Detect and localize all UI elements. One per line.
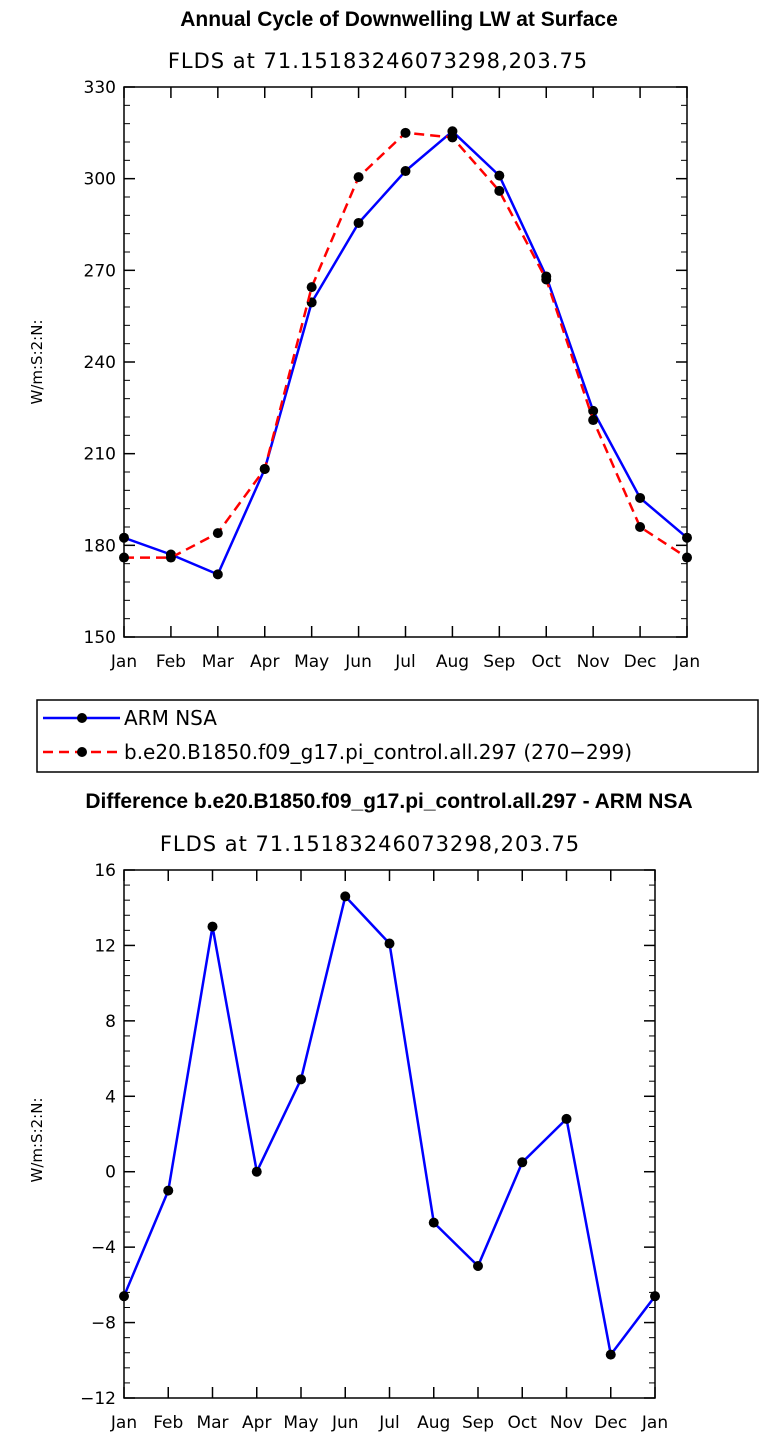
bottom-ytick-label: 12 — [94, 936, 116, 956]
bottom-series-0-point — [473, 1261, 483, 1271]
top-series-0-point — [635, 492, 646, 503]
top-series-0-point — [119, 532, 129, 543]
top-series-1-point — [165, 552, 176, 563]
top-series-1-point — [212, 528, 223, 539]
bottom-series-0-point — [428, 1217, 439, 1228]
top-ytick-label: 180 — [84, 536, 116, 556]
top-chart-ylabel: W/m:S:2:N: — [28, 320, 46, 405]
bottom-xtick-label: Dec — [594, 1413, 627, 1433]
bottom-xtick-label: Jul — [378, 1413, 400, 1433]
bottom-ytick-label: −8 — [91, 1314, 116, 1334]
bottom-xtick-label: Feb — [153, 1413, 183, 1433]
top-series-1-point — [400, 127, 411, 138]
top-series-0-point — [588, 405, 599, 416]
bottom-series-0-point — [296, 1074, 306, 1085]
legend-marker-model — [77, 747, 87, 757]
bottom-series-0-point — [384, 938, 395, 949]
bottom-xtick-label: Nov — [550, 1413, 583, 1433]
top-ytick-label: 270 — [84, 261, 116, 281]
bottom-series-0-point — [119, 1291, 129, 1302]
bottom-series-line-0 — [122, 895, 656, 1356]
bottom-series-0-point — [561, 1113, 572, 1124]
bottom-series-0-point — [207, 921, 218, 932]
bottom-ytick-label: −12 — [80, 1389, 116, 1409]
top-series-1-point — [119, 552, 129, 563]
bottom-xtick-label: Jun — [331, 1413, 359, 1433]
bottom-ytick-label: 8 — [105, 1012, 116, 1032]
top-xtick-label: Jul — [394, 652, 416, 672]
top-series-1-point — [353, 172, 364, 183]
bottom-chart-subtitle: FLDS at 71.15183246073298,203.75 — [160, 832, 580, 856]
top-series-0-point — [212, 569, 223, 580]
top-xtick-label: Feb — [156, 652, 186, 672]
top-xtick-label: Nov — [577, 652, 610, 672]
bottom-series-0-point — [650, 1291, 660, 1302]
bottom-ytick-label: 4 — [105, 1087, 116, 1107]
top-xtick-label: Mar — [202, 652, 234, 672]
bottom-xtick-label: Jan — [641, 1413, 668, 1433]
bottom-series-0-point — [605, 1349, 616, 1360]
bottom-series-0-point — [251, 1166, 262, 1177]
top-chart-title: Annual Cycle of Downwelling LW at Surfac… — [180, 8, 618, 31]
top-series-line-0 — [123, 130, 688, 576]
top-ytick-label: 240 — [84, 353, 116, 373]
top-series-1-point — [494, 185, 505, 196]
legend: ARM NSA b.e20.B1850.f09_g17.pi_control.a… — [36, 699, 759, 773]
bottom-xtick-label: May — [283, 1413, 318, 1433]
bottom-xtick-label: Mar — [196, 1413, 228, 1433]
top-series-1-point — [259, 463, 270, 474]
top-series-line-1 — [124, 131, 688, 559]
bottom-chart-title: Difference b.e20.B1850.f09_g17.pi_contro… — [85, 790, 692, 813]
top-xtick-label: Oct — [532, 652, 562, 672]
top-series-0-point — [494, 170, 505, 181]
bottom-ytick-label: 0 — [105, 1163, 116, 1183]
top-series-1-point — [635, 522, 646, 532]
top-ytick-label: 300 — [84, 170, 116, 190]
bottom-ytick-label: 16 — [94, 861, 116, 881]
top-xtick-label: Apr — [250, 652, 279, 672]
legend-label-model: b.e20.B1850.f09_g17.pi_control.all.297 (… — [124, 740, 632, 764]
top-xtick-label: Jun — [344, 652, 372, 672]
top-xtick-label: Dec — [624, 652, 657, 672]
top-series-1-point — [447, 132, 458, 143]
bottom-xtick-label: Jan — [110, 1413, 137, 1433]
bottom-xtick-label: Apr — [242, 1413, 271, 1433]
bottom-series-0-point — [340, 891, 351, 902]
top-ytick-label: 330 — [84, 78, 116, 98]
top-series-0-point — [400, 166, 411, 177]
bottom-series-0-point — [517, 1157, 528, 1168]
bottom-xtick-label: Oct — [508, 1413, 538, 1433]
bottom-series-0-point — [163, 1185, 174, 1196]
top-series-1-point — [588, 415, 599, 426]
top-series-1-point — [682, 552, 692, 563]
top-xtick-label: Sep — [483, 652, 515, 672]
top-xtick-label: Jan — [110, 652, 137, 672]
top-xtick-label: Jan — [673, 652, 700, 672]
top-xtick-label: Aug — [436, 652, 469, 672]
bottom-xtick-label: Sep — [462, 1413, 494, 1433]
legend-label-arm: ARM NSA — [124, 706, 217, 730]
top-series-0-point — [353, 217, 364, 228]
top-series-1-point — [541, 274, 552, 285]
top-series-0-point — [682, 532, 692, 543]
legend-marker-arm — [77, 713, 87, 723]
top-ytick-label: 210 — [84, 445, 116, 465]
bottom-ytick-label: −4 — [91, 1238, 116, 1258]
bottom-xtick-label: Aug — [417, 1413, 450, 1433]
legend-box — [36, 699, 759, 773]
top-chart-subtitle: FLDS at 71.15183246073298,203.75 — [168, 49, 588, 73]
top-series-1-point — [306, 282, 317, 293]
top-xtick-label: May — [294, 652, 329, 672]
bottom-chart-ylabel: W/m:S:2:N: — [28, 1098, 46, 1183]
top-ytick-label: 150 — [84, 628, 116, 648]
